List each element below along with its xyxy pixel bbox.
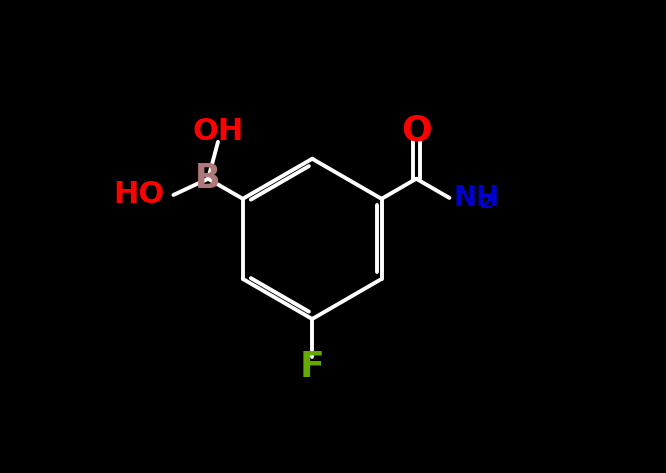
Text: OH: OH [192,117,244,147]
Text: 2: 2 [480,193,493,212]
Text: B: B [195,162,221,195]
Text: O: O [401,114,432,148]
Text: HO: HO [113,180,165,210]
Text: F: F [300,350,324,384]
Text: NH: NH [453,184,500,212]
